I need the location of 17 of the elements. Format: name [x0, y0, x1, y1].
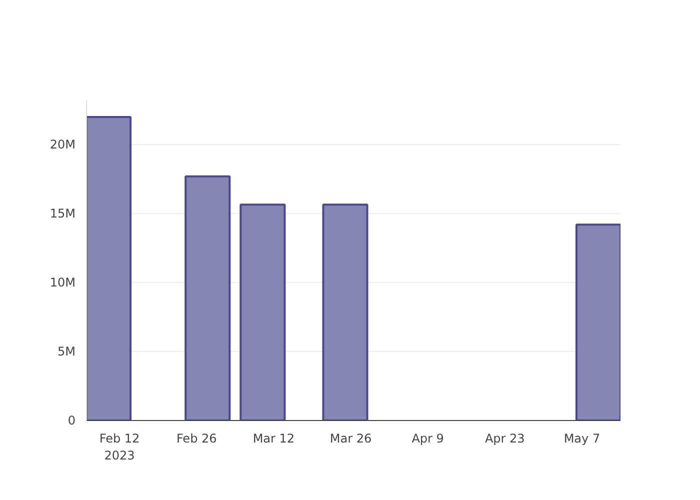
y-tick-label: 5M [58, 344, 76, 359]
bar [575, 224, 620, 420]
x-tick-label: Feb 26 [176, 432, 217, 446]
y-tick-label: 10M [50, 276, 76, 290]
x-tick-label: Feb 12 2023 [99, 432, 140, 462]
x-tick-label: Mar 26 [330, 432, 372, 446]
x-tick-label: Apr 23 [484, 432, 525, 446]
bar [322, 204, 368, 420]
bar [184, 175, 231, 420]
x-tick-label: Apr 9 [412, 432, 444, 446]
y-tick-label: 0 [68, 414, 76, 428]
x-tick-label: May 7 [564, 432, 600, 446]
x-tick-label: Mar 12 [252, 432, 295, 446]
y-tick-label: 15M [50, 206, 76, 221]
bar [240, 204, 286, 420]
bar [86, 116, 132, 420]
y-tick-label: 20M [50, 138, 76, 152]
